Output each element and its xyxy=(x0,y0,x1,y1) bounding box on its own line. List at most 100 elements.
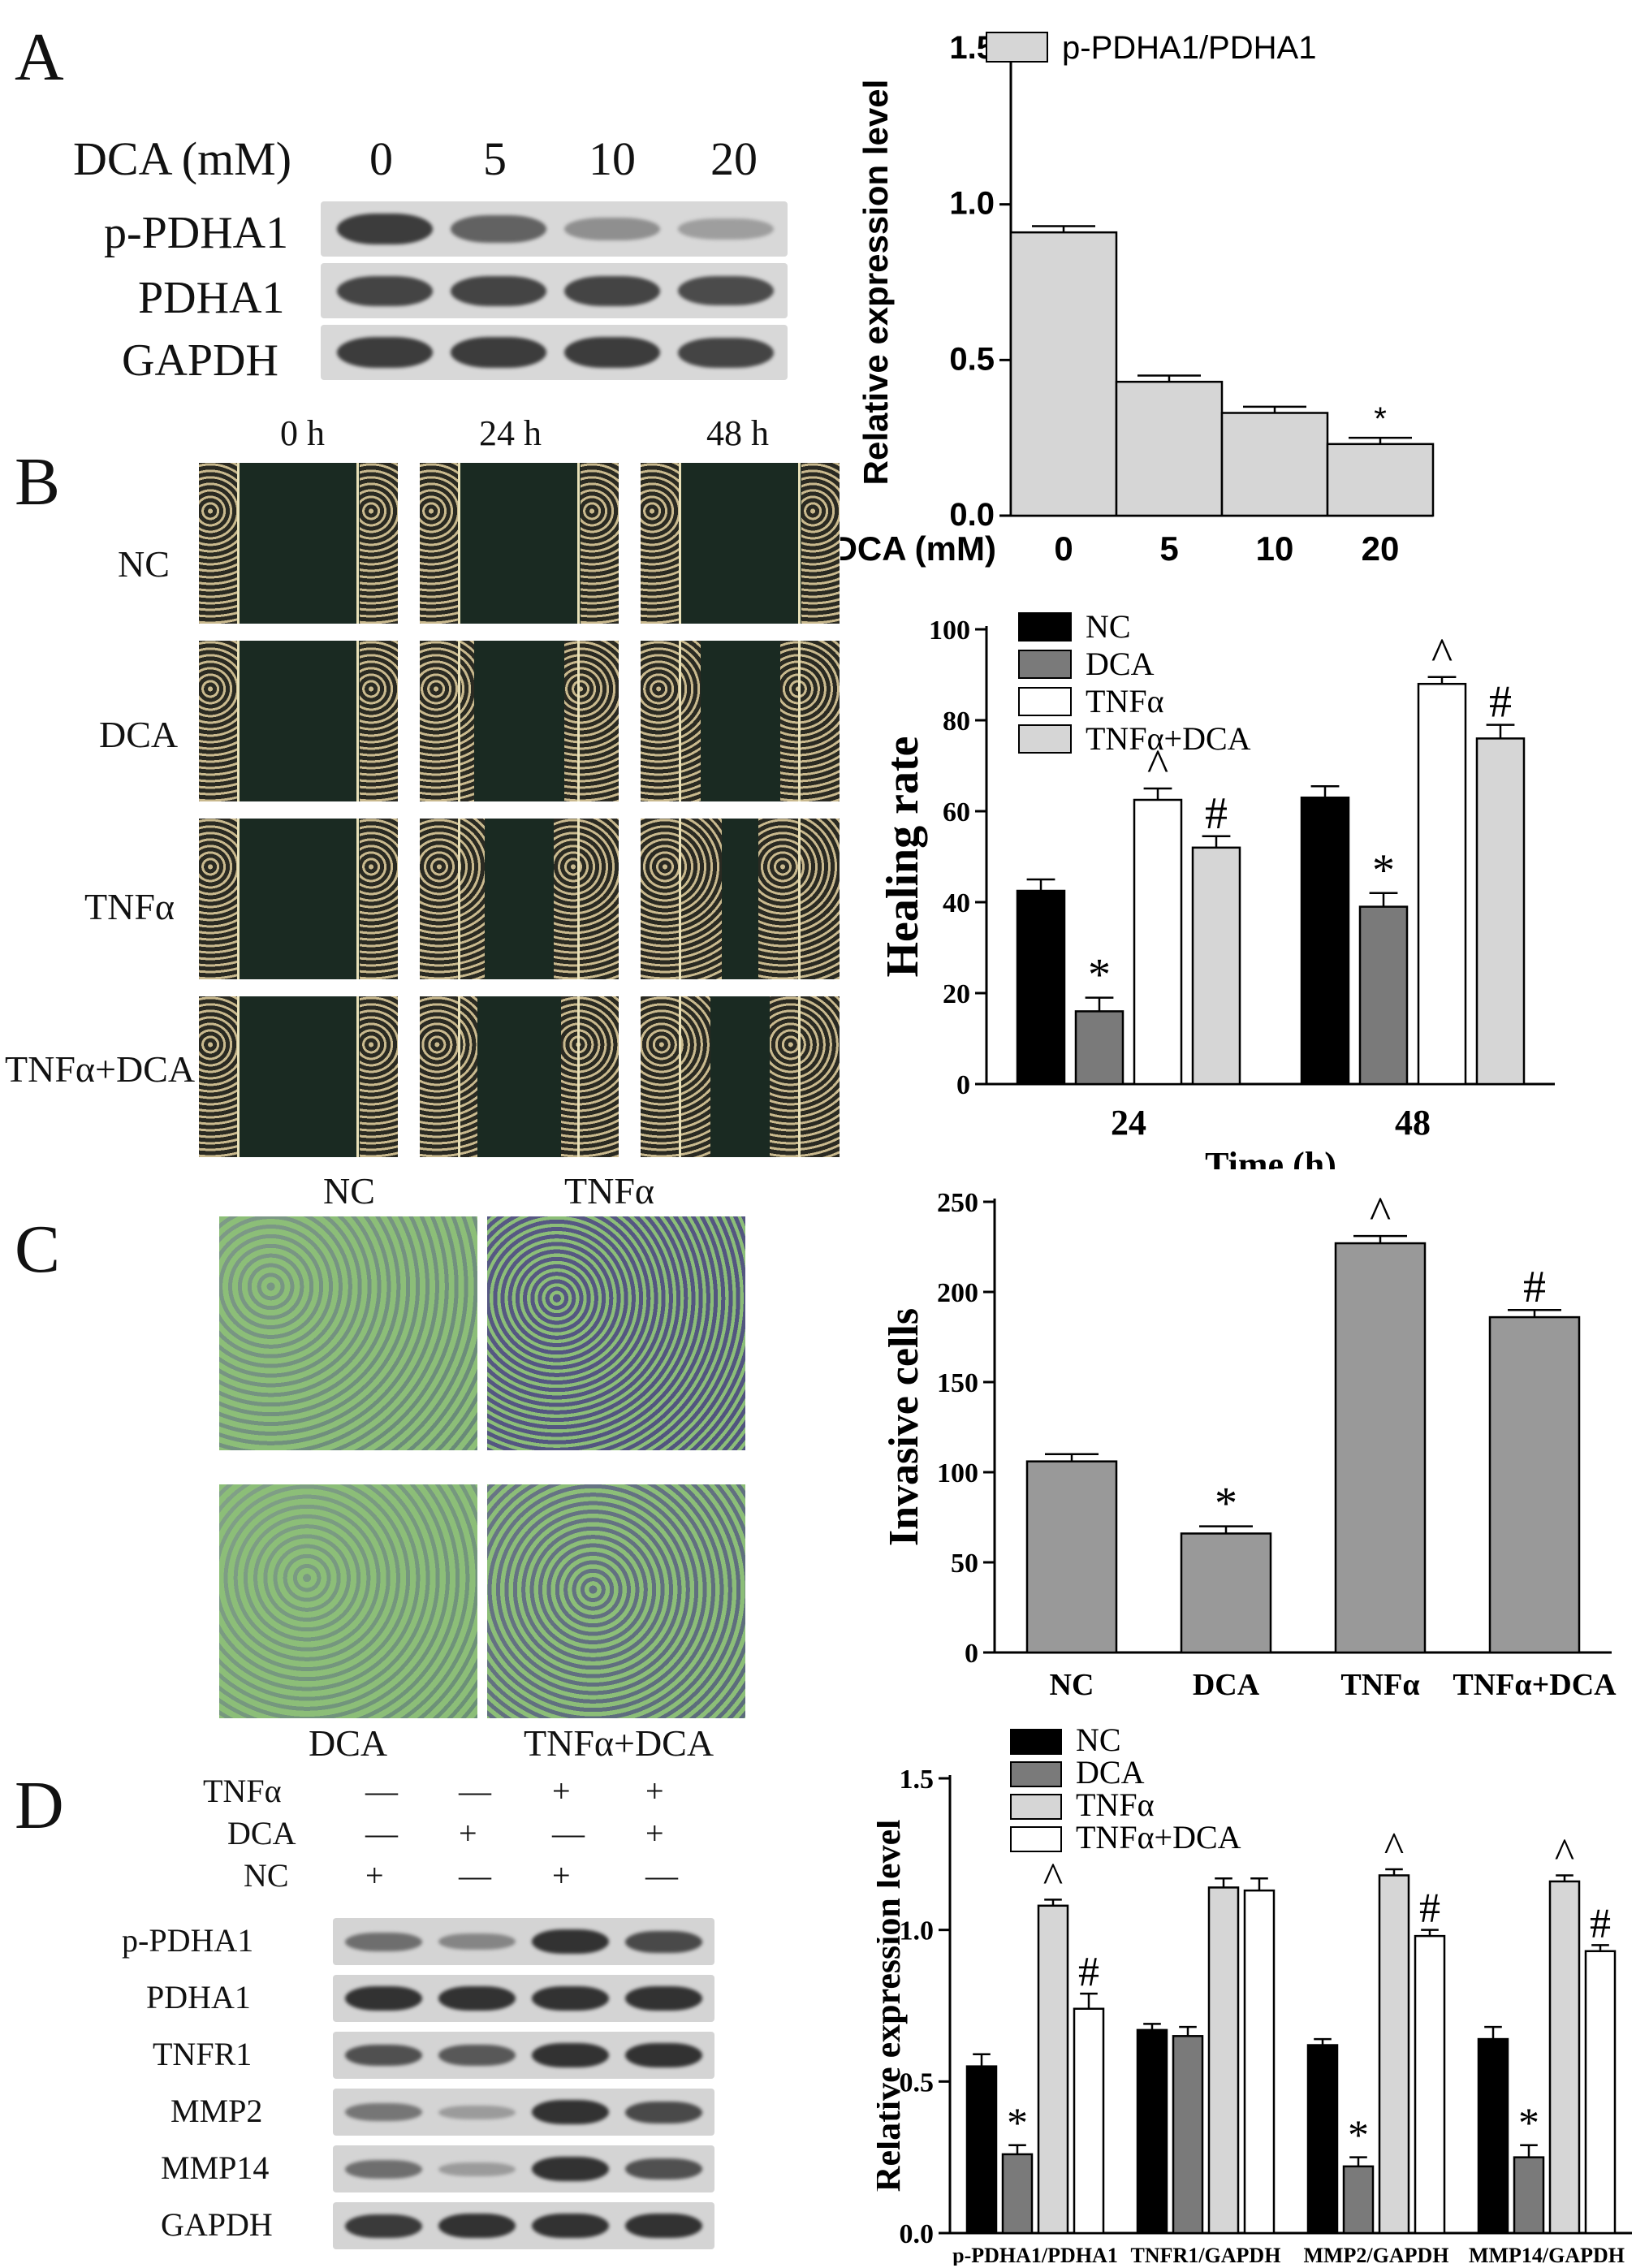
chart-d-relative-expression: 0.0 0.5 1.0 1.5 Relative expression level * ^ #… xyxy=(877,1722,1632,2266)
blot-band xyxy=(337,337,433,368)
x-tick-label: TNFα xyxy=(1340,1668,1419,1702)
transwell-image xyxy=(219,1216,477,1450)
blot-d-row-label: MMP2 xyxy=(171,2093,263,2129)
blot-band xyxy=(345,2103,422,2121)
blot-band xyxy=(532,2214,609,2238)
y-tick-label: 100 xyxy=(929,616,970,646)
x-tick-label: 5 xyxy=(1159,529,1178,568)
legend-swatch xyxy=(1018,612,1072,642)
blot-band xyxy=(625,2214,702,2238)
bar xyxy=(1378,1874,1410,2235)
blot-band xyxy=(345,1932,422,1951)
treatment-sign: + xyxy=(552,1857,571,1894)
time-48h: 48 h xyxy=(706,413,769,453)
blot-band xyxy=(337,214,433,244)
x-tick-label: 48 xyxy=(1395,1103,1431,1143)
bar xyxy=(1073,2007,1105,2235)
x-tick-label: MMP14/GAPDH xyxy=(1469,2244,1625,2266)
legend-label: DCA xyxy=(1076,1754,1145,1791)
bar xyxy=(1326,443,1435,517)
transwell-image xyxy=(219,1484,477,1718)
bar xyxy=(1358,905,1409,1086)
blot-band xyxy=(625,2043,702,2067)
significance-mark: * xyxy=(1518,2101,1539,2147)
bar xyxy=(1417,682,1467,1086)
legend-swatch xyxy=(1010,1826,1062,1852)
blot-band xyxy=(625,1986,702,2011)
blot-band xyxy=(345,2159,422,2179)
blot-band xyxy=(438,1933,516,1950)
scratch-row-label-tnfa-dca: TNFα+DCA xyxy=(5,1048,196,1090)
y-tick-label: 100 xyxy=(937,1458,978,1488)
chart-b-healing-rate: 0 20 40 60 80 100 Healing rate * ^ #24 * ^ #48 Time (… xyxy=(881,608,1555,1169)
significance-mark: # xyxy=(1489,677,1512,728)
significance-mark: * xyxy=(1007,2101,1028,2147)
blot-a-strip xyxy=(321,201,788,257)
panel-letter-a: A xyxy=(15,19,64,95)
blot-band xyxy=(625,2101,702,2123)
scratch-image xyxy=(641,819,840,979)
transwell-label-dca: DCA xyxy=(309,1722,388,1764)
bar xyxy=(1037,1904,1069,2235)
time-24h: 24 h xyxy=(479,413,542,453)
blot-band xyxy=(438,2105,516,2119)
bar xyxy=(1513,2156,1545,2235)
blot-a-strip xyxy=(321,325,788,380)
significance-mark: ^ xyxy=(1043,1855,1063,1901)
x-tick-label: 10 xyxy=(1256,529,1294,568)
y-tick-label: 40 xyxy=(943,888,970,918)
y-axis-label: Relative expression level xyxy=(877,1820,908,2192)
blot-band xyxy=(564,218,660,240)
legend-label: NC xyxy=(1076,1722,1121,1758)
y-tick-label: 0.5 xyxy=(949,341,995,377)
y-tick-label: 250 xyxy=(937,1188,978,1218)
blot-a-label-row3: GAPDH xyxy=(122,335,278,386)
scratch-image xyxy=(641,463,840,624)
treatment-sign: — xyxy=(645,1857,678,1894)
legend-swatch xyxy=(1010,1761,1062,1787)
bar xyxy=(1136,2028,1168,2235)
x-tick-label: p-PDHA1/PDHA1 xyxy=(952,2244,1118,2266)
blot-band xyxy=(564,275,660,306)
x-tick-label: TNFα+DCA xyxy=(1453,1668,1617,1702)
scratch-image xyxy=(199,819,398,979)
bar xyxy=(1001,2153,1034,2235)
legend-label: TNFα+DCA xyxy=(1076,1819,1241,1855)
blot-d-row-label: MMP14 xyxy=(161,2149,270,2186)
x-tick-label: DCA xyxy=(1193,1668,1260,1702)
blot-band xyxy=(532,2100,609,2124)
bar xyxy=(1009,231,1118,517)
transwell-image xyxy=(487,1216,745,1450)
blot-band xyxy=(532,2043,609,2067)
blot-band xyxy=(625,2158,702,2179)
panel-letter-c: C xyxy=(15,1212,61,1287)
blot-band xyxy=(438,2162,516,2176)
scratch-image xyxy=(420,463,619,624)
treatment-sign: + xyxy=(552,1773,571,1809)
blot-band xyxy=(532,1986,609,2011)
dose-0: 0 xyxy=(369,132,393,185)
blot-band xyxy=(564,337,660,368)
treatment-label: NC xyxy=(244,1857,289,1894)
y-tick-label: 0.0 xyxy=(949,497,995,533)
x-tick-label: NC xyxy=(1050,1668,1094,1702)
blot-a-strip xyxy=(321,263,788,318)
legend-swatch xyxy=(1010,1794,1062,1820)
bar xyxy=(1475,737,1526,1086)
blot-band xyxy=(337,275,433,306)
legend-label: TNFα xyxy=(1076,1786,1155,1823)
blot-a-label-row1: p-PDHA1 xyxy=(104,208,289,258)
y-tick-label: 150 xyxy=(937,1368,978,1398)
significance-mark: # xyxy=(1523,1262,1546,1312)
treatment-label: TNFα xyxy=(203,1773,282,1809)
blot-band xyxy=(532,1929,609,1954)
y-tick-label: 1.0 xyxy=(900,1916,935,1946)
blot-d-row-label: p-PDHA1 xyxy=(122,1922,254,1959)
legend-swatch xyxy=(1018,687,1072,716)
legend-label: TNFα xyxy=(1086,683,1164,719)
treatment-sign: + xyxy=(365,1857,384,1894)
bar xyxy=(1488,1315,1581,1654)
significance-mark: ^ xyxy=(1147,741,1168,791)
significance-mark: # xyxy=(1205,788,1228,839)
x-tick-label: 0 xyxy=(1054,529,1073,568)
